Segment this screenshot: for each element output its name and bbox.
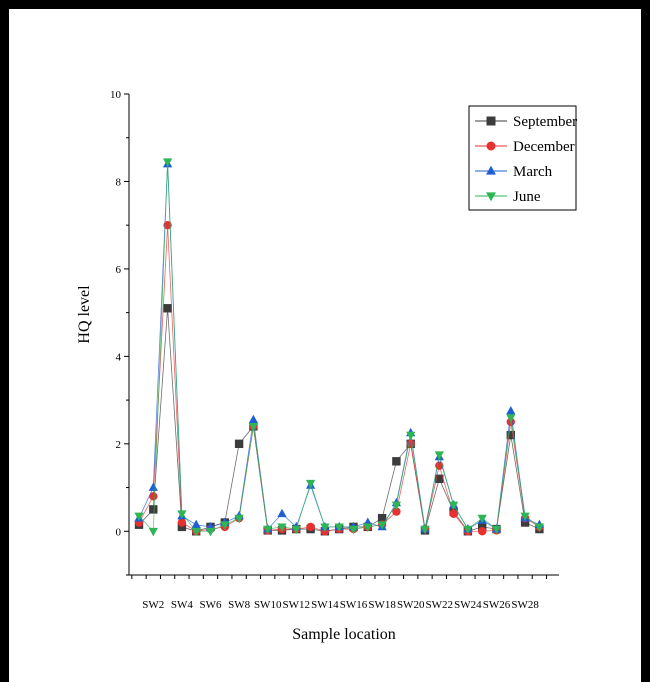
data-point <box>177 518 187 527</box>
data-point <box>478 522 487 532</box>
x-axis-title: Sample location <box>292 626 396 643</box>
data-point <box>377 513 387 523</box>
data-point <box>277 508 287 518</box>
data-point <box>191 519 201 529</box>
data-point <box>377 521 387 530</box>
data-point <box>162 158 173 167</box>
series-march <box>134 158 545 533</box>
data-point <box>220 521 230 530</box>
legend-label: June <box>513 189 541 205</box>
x-tick-label: SW12 <box>283 599 311 611</box>
data-point <box>520 512 530 522</box>
data-point <box>463 525 473 535</box>
data-point <box>420 525 430 535</box>
data-point <box>392 507 401 516</box>
x-tick-label: SW18 <box>368 599 396 611</box>
data-point <box>478 527 487 536</box>
data-point <box>320 523 330 532</box>
x-tick-label: SW24 <box>454 599 482 611</box>
x-tick-label: SW26 <box>483 599 511 611</box>
y-tick-label: 10 <box>110 89 122 101</box>
data-point <box>263 525 273 535</box>
data-point <box>334 523 344 532</box>
data-point <box>534 523 545 532</box>
series-june <box>134 158 545 537</box>
x-tick-label: SW6 <box>200 599 223 611</box>
data-point <box>506 430 515 440</box>
y-axis-title: HQ level <box>76 285 93 344</box>
data-point <box>392 457 401 466</box>
y-tick-label: 2 <box>116 439 122 451</box>
data-point <box>291 525 301 535</box>
data-point <box>148 482 158 491</box>
data-point <box>191 527 201 537</box>
x-tick-label: SW28 <box>511 599 539 611</box>
legend-label: September <box>513 114 577 130</box>
data-point <box>248 422 259 432</box>
x-tick-label: SW20 <box>397 599 425 611</box>
data-point <box>248 414 259 424</box>
data-point <box>149 492 158 501</box>
data-point <box>506 414 516 423</box>
data-point <box>306 522 315 532</box>
x-tick-label: SW22 <box>426 599 454 611</box>
data-point <box>448 501 459 511</box>
legend-marker <box>486 192 496 202</box>
data-point <box>177 510 187 519</box>
data-point <box>491 525 502 535</box>
data-point <box>520 518 530 527</box>
data-point <box>205 527 216 537</box>
x-tick-label: SW4 <box>171 599 194 611</box>
y-tick-label: 4 <box>116 351 122 363</box>
series-line <box>138 225 540 532</box>
x-tick-label: SW16 <box>340 599 368 611</box>
legend-marker <box>486 116 496 126</box>
legend-marker <box>486 141 496 151</box>
series-line <box>138 308 540 532</box>
series-line <box>138 163 540 530</box>
legend: September December March June <box>468 105 577 211</box>
x-tick-label: SW2 <box>142 599 164 611</box>
x-tick-label: SW10 <box>254 599 282 611</box>
y-tick-label: 6 <box>116 264 122 276</box>
data-point <box>234 439 244 449</box>
data-point <box>163 304 172 313</box>
series-layer <box>134 158 545 537</box>
x-tick-label: SW8 <box>228 599 251 611</box>
data-point <box>449 509 458 518</box>
x-tick-label: SW14 <box>311 599 339 611</box>
data-point <box>134 512 144 522</box>
data-point <box>234 514 244 524</box>
data-point <box>348 525 359 535</box>
legend-label: March <box>513 164 553 180</box>
data-point <box>149 505 158 514</box>
data-point <box>406 431 416 441</box>
data-point <box>148 527 158 537</box>
data-point <box>435 474 444 483</box>
legend-marker <box>486 165 496 175</box>
data-point <box>277 523 287 532</box>
series-line <box>138 161 540 533</box>
series-september <box>134 304 544 536</box>
data-point <box>363 523 373 532</box>
data-point <box>506 405 516 415</box>
data-point <box>477 514 487 524</box>
data-point <box>177 522 187 532</box>
y-tick-label: 0 <box>116 526 122 538</box>
y-tick-label: 8 <box>116 176 122 188</box>
data-point <box>434 451 444 460</box>
legend-label: December <box>513 139 575 155</box>
data-point <box>305 479 316 489</box>
series-december <box>134 220 544 536</box>
data-point <box>391 501 402 511</box>
